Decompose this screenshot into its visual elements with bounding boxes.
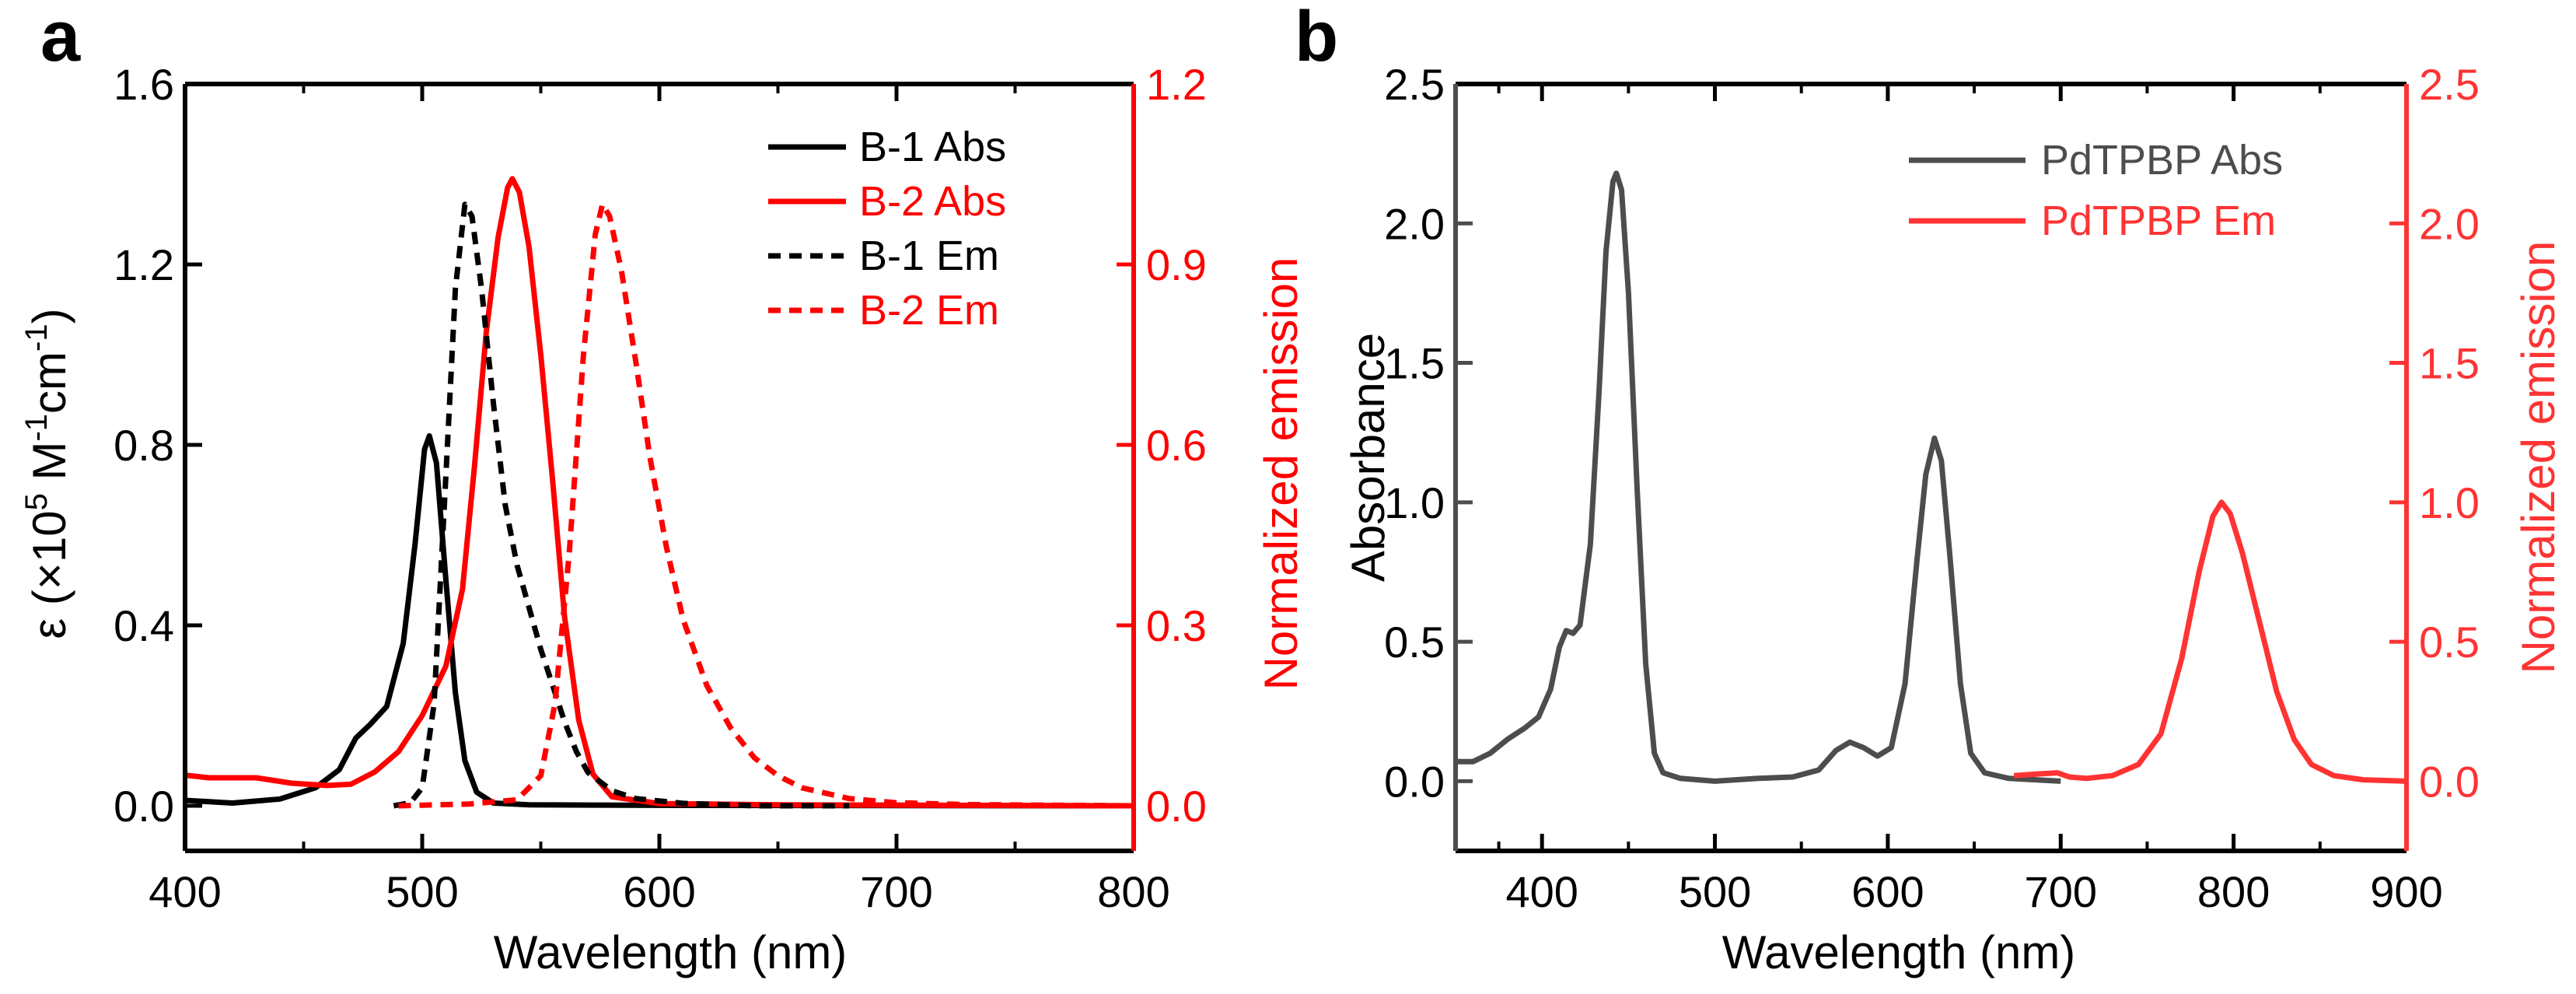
panel-a-left-y-tick-label-0.4: 0.4 (114, 601, 174, 650)
panel-a-x-tick-label-800: 800 (1097, 867, 1169, 916)
panel-b-left-y-tick-label-1.0: 1.0 (1384, 478, 1445, 527)
panel-a-legend-label-1: B-1 Abs (859, 124, 1006, 170)
panel-a-series-line-4 (398, 201, 1134, 809)
panel-a-left-y-tick-label-0.8: 0.8 (114, 421, 174, 470)
panel-b-right-y-tick-label-2.5: 2.5 (2419, 60, 2480, 109)
panel-b-left-y-ticks: 0.0 0.5 1.0 1.5 2.0 2.5 (1384, 60, 1473, 806)
panel-b-legend-label-2: PdTPBP Em (2041, 198, 2276, 244)
panel-b-legend: PdTPBP Abs PdTPBP Em (1909, 137, 2283, 244)
panel-b-legend-label-1: PdTPBP Abs (2041, 137, 2283, 184)
panel-a-legend-label-3: B-1 Em (859, 233, 999, 279)
panel-b-series-line-2 (2013, 499, 2407, 784)
panel-b-frame (1453, 82, 2409, 853)
panel-b-left-y-axis-title: Absorbance (1342, 333, 1394, 582)
panel-b-left-y-tick-label-0.0: 0.0 (1384, 757, 1445, 806)
panel-b-right-y-axis-title: Normalized emission (2512, 241, 2564, 674)
panel-a-left-y-ticks: 0.0 0.4 0.8 1.2 1.6 (114, 60, 202, 831)
panel-b-series-line-1 (1456, 170, 2061, 784)
panel-b-right-y-tick-label-0.0: 0.0 (2419, 757, 2480, 806)
panel-a-legend-label-4: B-2 Em (859, 287, 999, 334)
panel-a-right-y-tick-label-1.2: 1.2 (1146, 60, 1207, 109)
panel-a-legend-label-2: B-2 Abs (859, 178, 1006, 225)
panel-b-left-y-tick-label-2.5: 2.5 (1384, 60, 1445, 109)
panel-a-x-tick-label-400: 400 (149, 867, 221, 916)
panel-b-x-tick-label-400: 400 (1505, 867, 1578, 916)
panel-b-right-y-tick-label-0.5: 0.5 (2419, 618, 2480, 667)
panel-b-right-y-tick-label-1.5: 1.5 (2419, 339, 2480, 388)
panel-b: b Wavelength (nm) Absorbance Normalized … (1295, 0, 2564, 978)
panel-a-x-ticks: 400 500 600 700 800 (149, 84, 1170, 916)
panel-a-series-line-2 (184, 176, 1134, 809)
panel-a: a Wavelength (nm) ε (×105 M-1cm-1) Norma… (19, 0, 1307, 978)
panel-a-x-tick-label-500: 500 (386, 867, 458, 916)
panel-b-right-y-ticks: 0.0 0.5 1.0 1.5 2.0 2.5 (2389, 60, 2480, 806)
panel-a-right-y-ticks: 0.0 0.3 0.6 0.9 1.2 (1117, 60, 1207, 831)
panel-a-right-y-tick-label-0.3: 0.3 (1146, 601, 1207, 650)
panel-b-x-ticks: 400 500 600 700 800 900 (1497, 84, 2443, 916)
panel-b-x-tick-label-800: 800 (2197, 867, 2270, 916)
panel-b-right-y-tick-label-1.0: 1.0 (2419, 478, 2480, 527)
panel-a-series (184, 176, 1134, 809)
panel-b-label: b (1295, 0, 1338, 76)
panel-a-label: a (40, 0, 81, 76)
panel-a-left-y-tick-label-1.6: 1.6 (114, 60, 174, 109)
panel-b-x-tick-label-600: 600 (1851, 867, 1924, 916)
panel-b-right-y-tick-label-2.0: 2.0 (2419, 199, 2480, 248)
panel-b-left-y-tick-label-0.5: 0.5 (1384, 618, 1445, 667)
panel-b-left-y-tick-label-1.5: 1.5 (1384, 339, 1445, 388)
panel-a-frame (183, 82, 1136, 853)
panel-a-series-line-1 (184, 432, 1134, 809)
panel-b-x-tick-label-500: 500 (1679, 867, 1751, 916)
panel-a-right-y-axis-title: Normalized emission (1255, 257, 1307, 691)
panel-b-left-y-tick-label-2.0: 2.0 (1384, 199, 1445, 248)
panel-a-x-tick-label-700: 700 (860, 867, 932, 916)
panel-a-right-y-tick-label-0.6: 0.6 (1146, 421, 1207, 470)
panel-a-left-y-tick-label-0.0: 0.0 (114, 782, 174, 831)
panel-b-x-axis-title: Wavelength (nm) (1722, 926, 2076, 978)
panel-b-series (1456, 170, 2407, 784)
panel-a-legend: B-1 Abs B-2 Abs B-1 Em B-2 Em (768, 124, 1006, 334)
panel-a-left-y-tick-label-1.2: 1.2 (114, 240, 174, 289)
panel-a-right-y-tick-label-0.9: 0.9 (1146, 240, 1207, 289)
panel-a-right-y-tick-label-0.0: 0.0 (1146, 782, 1207, 831)
panel-a-x-axis-title: Wavelength (nm) (494, 926, 848, 978)
panel-b-x-tick-label-700: 700 (2025, 867, 2097, 916)
panel-a-x-tick-label-600: 600 (623, 867, 695, 916)
panel-a-series-line-3 (393, 201, 849, 809)
panel-a-left-y-axis-title: ε (×105 M-1cm-1) (19, 308, 75, 639)
panel-b-x-tick-label-900: 900 (2370, 867, 2442, 916)
